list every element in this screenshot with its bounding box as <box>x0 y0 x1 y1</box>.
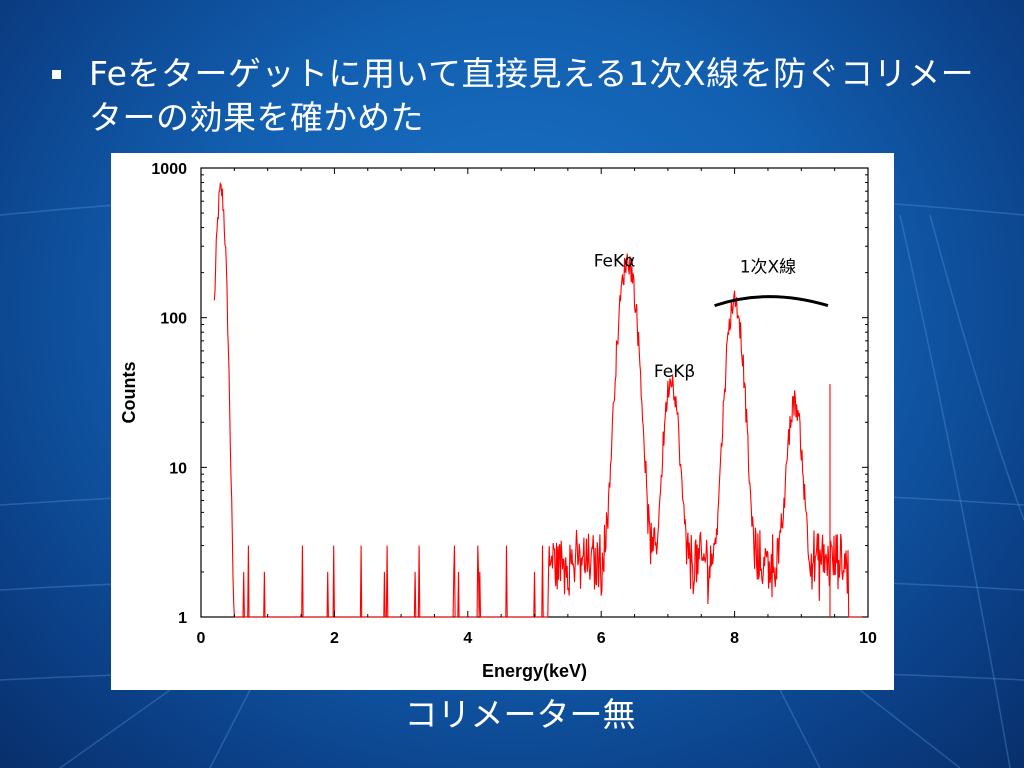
x-tick-label: 2 <box>330 630 339 647</box>
x-tick-label: 4 <box>463 630 472 647</box>
chart-caption: コリメーター無 <box>404 695 636 734</box>
x-axis-label: Energy(keV) <box>482 661 587 681</box>
x-tick-label: 6 <box>597 630 606 647</box>
annotation-label: 1次X線 <box>740 258 796 278</box>
annotation-label: FeKβ <box>654 362 695 382</box>
x-tick-label: 10 <box>859 630 877 647</box>
bullet-square-icon <box>52 70 61 79</box>
spectrum-chart: 0 2 4 6 8 10 1 10 100 1000 Energy(keV) Counts FeKα F… <box>119 161 877 681</box>
slide-title: Feをターゲットに用いて直接見える1次X線を防ぐコリメーターの効果を確かめた <box>89 54 975 137</box>
y-tick-label: 1 <box>178 610 187 627</box>
y-tick-label: 1000 <box>151 161 187 178</box>
chart-panel: 0 2 4 6 8 10 1 10 100 1000 Energy(keV) Counts FeKα F… <box>111 153 894 690</box>
y-tick-label: 100 <box>160 311 187 328</box>
y-tick-label: 10 <box>169 460 187 477</box>
x-tick-label: 0 <box>197 630 206 647</box>
x-tick-label: 8 <box>730 630 739 647</box>
y-axis-label: Counts <box>119 362 139 424</box>
plot-frame <box>200 167 869 618</box>
spectrum-series-line <box>213 182 865 618</box>
primary-xray-bracket <box>714 295 829 308</box>
annotation-label: FeKα <box>594 251 636 271</box>
bullet-item: Feをターゲットに用いて直接見える1次X線を防ぐコリメーターの効果を確かめた <box>52 52 982 140</box>
